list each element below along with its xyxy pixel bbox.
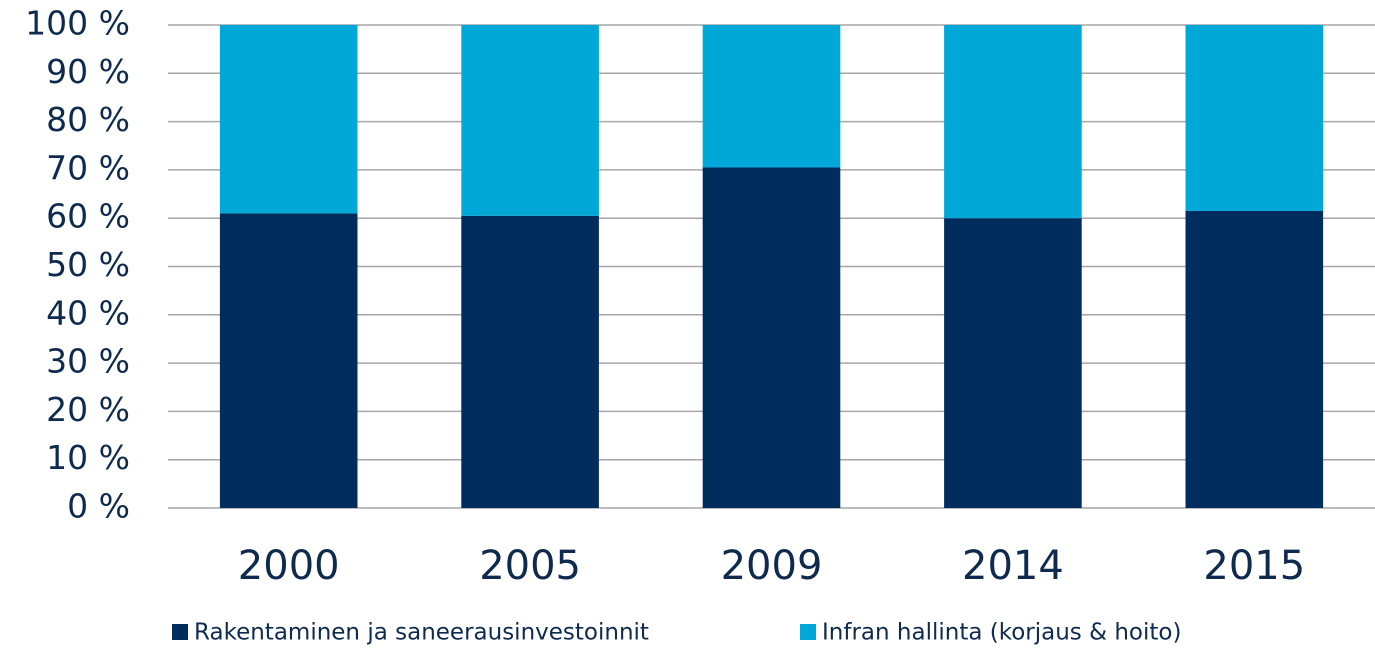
bar-segment — [461, 215, 599, 508]
bar-segment — [702, 25, 841, 168]
y-tick-label: 80 % — [46, 100, 130, 139]
y-tick-label: 20 % — [46, 390, 130, 429]
y-tick-label: 90 % — [46, 52, 130, 91]
bar-segment — [702, 167, 841, 509]
x-tick-label: 2005 — [479, 543, 581, 589]
bar-segment — [219, 25, 358, 214]
y-tick-label: 10 % — [46, 438, 130, 477]
y-tick-label: 50 % — [46, 245, 130, 284]
legend-label: Infran hallinta (korjaus & hoito) — [822, 620, 1181, 646]
legend-swatch — [172, 624, 188, 640]
x-tick-label: 2014 — [962, 543, 1064, 589]
legend-label: Rakentaminen ja saneerausinvestoinnit — [194, 620, 649, 646]
bar-segment — [944, 218, 1082, 508]
y-tick-label: 60 % — [46, 197, 130, 236]
bar-segment — [461, 25, 599, 216]
y-tick-label: 0 % — [67, 487, 130, 526]
x-tick-label: 2015 — [1203, 543, 1305, 589]
bar-segment — [219, 213, 358, 508]
x-tick-label: 2009 — [721, 543, 823, 589]
bar-segment — [1185, 25, 1324, 211]
y-tick-label: 100 % — [25, 4, 130, 43]
legend-swatch — [800, 624, 816, 640]
y-tick-label: 40 % — [46, 293, 130, 332]
y-tick-label: 30 % — [46, 342, 130, 381]
bar-segment — [1185, 210, 1324, 508]
y-tick-label: 70 % — [46, 148, 130, 187]
x-tick-label: 2000 — [238, 543, 340, 589]
bar-segment — [944, 25, 1082, 219]
